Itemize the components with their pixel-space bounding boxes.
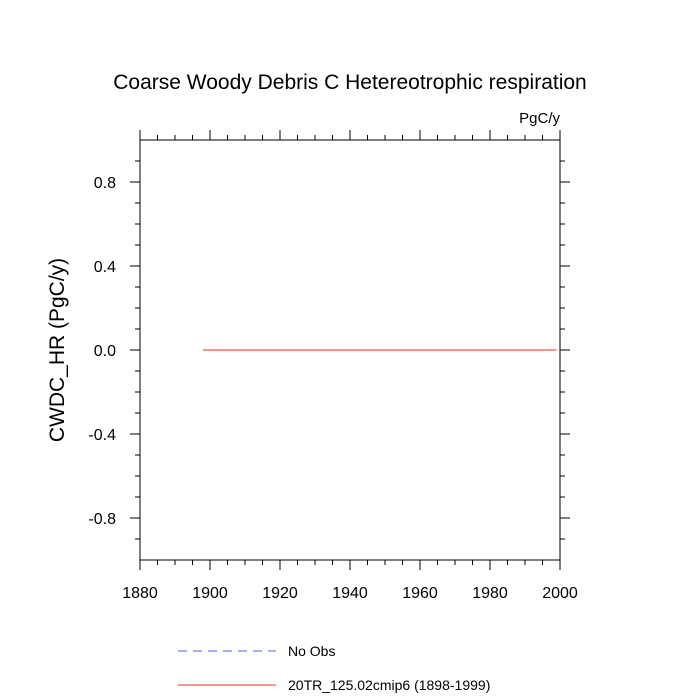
x-tick-labels: 1880 1900 1920 1940 1960 1980 2000 — [122, 585, 578, 602]
x-tick-label: 2000 — [542, 585, 578, 602]
y-tick-labels: -0.8 -0.4 0.0 0.4 0.8 — [88, 175, 116, 528]
chart-title: Coarse Woody Debris C Hetereotrophic res… — [113, 71, 586, 94]
axis-ticks — [130, 130, 570, 570]
y-tick-label: -0.8 — [88, 511, 116, 528]
units-label: PgC/y — [519, 110, 560, 127]
x-tick-label: 1960 — [402, 585, 438, 602]
y-tick-label: 0.4 — [94, 259, 116, 276]
y-axis-label: CWDC_HR (PgC/y) — [46, 258, 69, 442]
y-tick-label: 0.0 — [94, 343, 116, 360]
legend-label-20tr: 20TR_125.02cmip6 (1898-1999) — [288, 677, 490, 693]
legend: No Obs 20TR_125.02cmip6 (1898-1999) — [178, 643, 490, 693]
y-tick-label: 0.8 — [94, 175, 116, 192]
x-tick-label: 1980 — [472, 585, 508, 602]
x-tick-label: 1940 — [332, 585, 368, 602]
legend-label-no-obs: No Obs — [288, 643, 335, 659]
x-tick-label: 1900 — [192, 585, 228, 602]
y-tick-label: -0.4 — [88, 427, 116, 444]
x-tick-label: 1920 — [262, 585, 298, 602]
x-tick-label: 1880 — [122, 585, 158, 602]
